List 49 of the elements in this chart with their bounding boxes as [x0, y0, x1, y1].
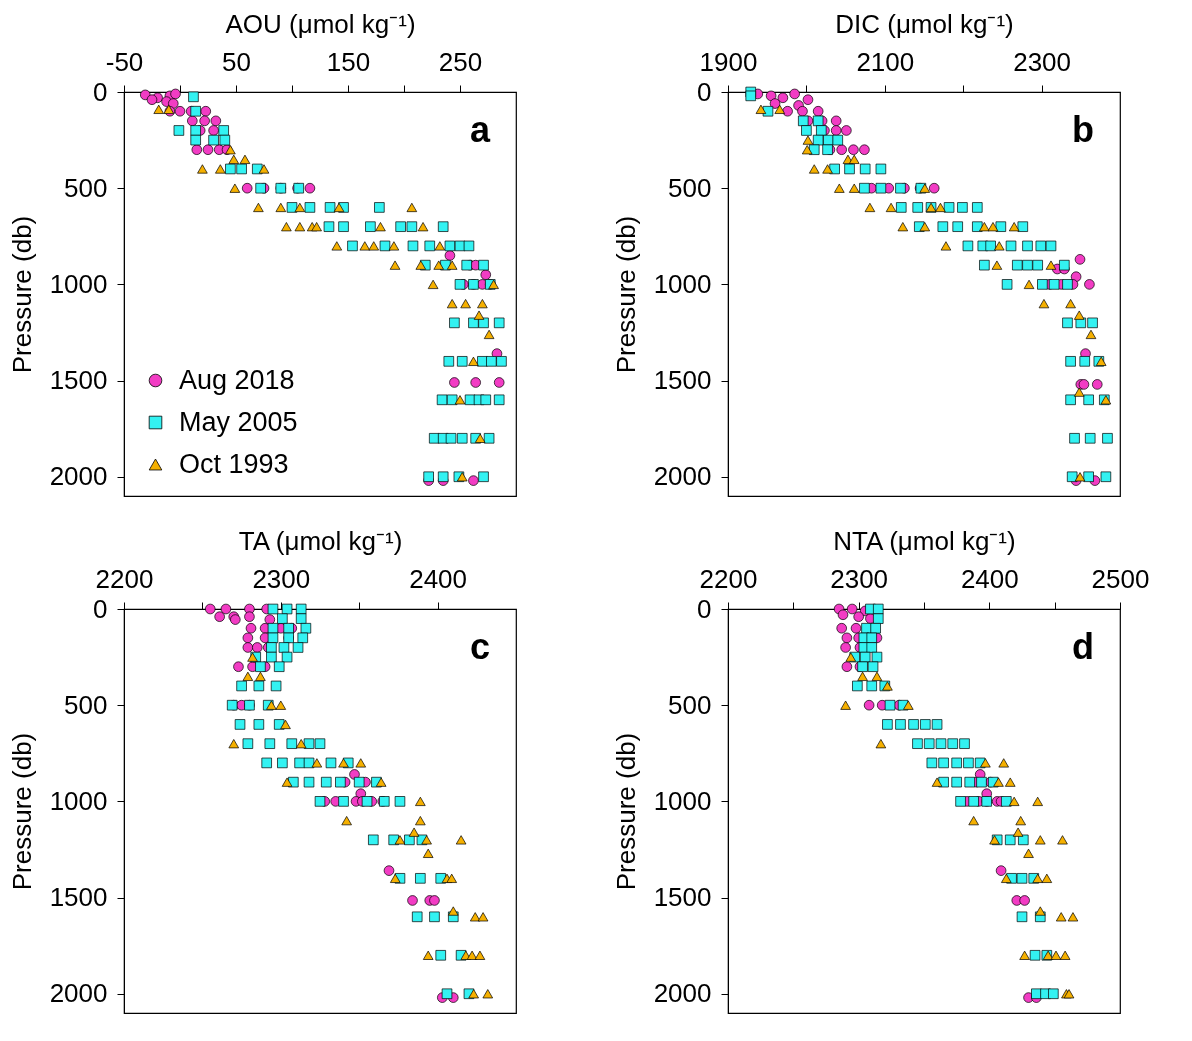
y-tick-label: 2000 [653, 978, 712, 1009]
x-tick-label: 2200 [95, 563, 154, 594]
y-axis-title: Pressure (db) [610, 215, 641, 374]
y-tick-label: 1500 [653, 365, 712, 396]
x-tick-label: 2100 [856, 46, 915, 77]
y-tick-label: 500 [64, 689, 108, 720]
x-axis-title: TA (μmol kg⁻¹) [238, 525, 403, 556]
x-axis-title: DIC (μmol kg⁻¹) [835, 8, 1014, 39]
x-tick-label: 2400 [409, 563, 468, 594]
x-axis-title: AOU (μmol kg⁻¹) [225, 8, 416, 39]
y-tick-label: 2000 [49, 978, 108, 1009]
y-tick-label: 500 [668, 172, 712, 203]
annotation: b [1072, 109, 1094, 150]
y-tick-label: 1000 [49, 268, 108, 299]
y-axis-title: Pressure (db) [6, 215, 37, 374]
legend-label: Oct 1993 [179, 448, 289, 479]
annotation: c [469, 626, 490, 667]
y-axis-title: Pressure (db) [6, 732, 37, 891]
annotation: a [469, 109, 491, 150]
y-tick-label: 500 [64, 172, 108, 203]
x-axis-title: NTA (μmol kg⁻¹) [833, 525, 1016, 556]
x-tick-label: 150 [326, 46, 371, 77]
x-tick-label: 250 [438, 46, 483, 77]
y-tick-label: 1000 [49, 785, 108, 816]
y-tick-label: 500 [668, 689, 712, 720]
x-tick-label: 2300 [830, 563, 889, 594]
x-tick-label: 1900 [699, 46, 758, 77]
x-tick-label: -50 [105, 46, 144, 77]
legend-label: May 2005 [179, 406, 298, 437]
annotation: d [1072, 626, 1094, 667]
y-tick-label: 1500 [653, 882, 712, 913]
y-tick-label: 0 [93, 593, 108, 624]
x-tick-label: 2300 [252, 563, 311, 594]
legend-label: Aug 2018 [179, 364, 295, 395]
y-tick-label: 2000 [653, 461, 712, 492]
x-tick-label: 2500 [1091, 563, 1150, 594]
y-tick-label: 2000 [49, 461, 108, 492]
y-axis-title: Pressure (db) [610, 732, 641, 891]
y-tick-label: 0 [93, 76, 108, 107]
y-tick-label: 1000 [653, 785, 712, 816]
x-tick-label: 50 [222, 46, 251, 77]
x-tick-label: 2300 [1013, 46, 1072, 77]
y-tick-label: 1500 [49, 882, 108, 913]
y-tick-label: 1500 [49, 365, 108, 396]
x-tick-label: 2200 [699, 563, 758, 594]
x-tick-label: 2400 [960, 563, 1019, 594]
y-tick-label: 1000 [653, 268, 712, 299]
y-tick-label: 0 [697, 593, 712, 624]
y-tick-label: 0 [697, 76, 712, 107]
